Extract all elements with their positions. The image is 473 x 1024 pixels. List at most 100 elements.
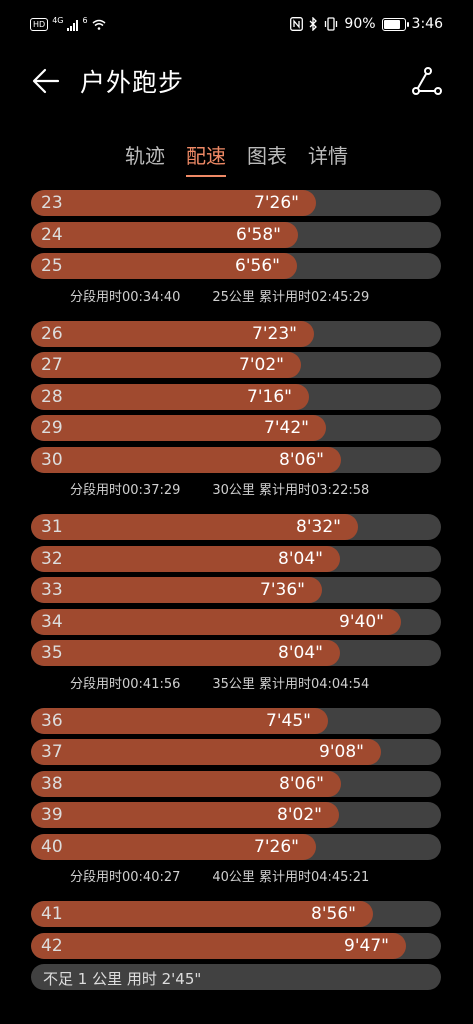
pace-row: 41 8'56" — [31, 901, 441, 927]
pace-value: 7'36" — [260, 580, 305, 600]
pace-row: 39 8'02" — [31, 802, 441, 828]
pace-value: 9'08" — [319, 742, 364, 762]
split-summary: 分段用时00:40:27 40公里 累计用时04:45:21 — [70, 866, 460, 885]
pace-bar-fill — [31, 932, 406, 959]
pace-bar-fill — [31, 320, 314, 347]
tab-pace[interactable]: 配速 — [186, 140, 226, 177]
km-number: 34 — [41, 611, 63, 632]
split-km: 25公里 — [212, 289, 255, 305]
split-summary: 分段用时00:37:29 30公里 累计用时03:22:58 — [70, 479, 460, 498]
pace-row: 23 7'26" — [31, 190, 441, 216]
pace-bar-fill — [31, 770, 341, 797]
pace-value: 8'06" — [279, 449, 324, 470]
tab-chart[interactable]: 图表 — [247, 144, 287, 168]
km-number: 30 — [41, 449, 63, 470]
pace-row: 29 7'42" — [31, 415, 441, 441]
pace-value: 8'06" — [279, 773, 324, 794]
pace-bar-fill — [31, 577, 322, 603]
pace-row: 36 7'45" — [31, 707, 441, 734]
pace-bar-fill — [31, 383, 309, 410]
pace-bar-fill — [31, 707, 328, 734]
split-summary: 分段用时00:41:56 35公里 累计用时04:04:54 — [70, 673, 460, 692]
route-share-icon[interactable] — [411, 65, 443, 97]
pace-value: 6'58" — [236, 224, 281, 245]
tab-bar: 轨迹 配速 图表 详情 — [0, 140, 473, 177]
pace-row: 27 7'02" — [31, 352, 441, 378]
pace-row: 38 8'06" — [31, 770, 441, 797]
pace-value: 6'56" — [235, 256, 280, 276]
tab-track[interactable]: 轨迹 — [125, 144, 165, 168]
pace-bar-fill — [31, 802, 339, 828]
pace-value: 8'02" — [277, 805, 322, 825]
km-number: 32 — [41, 548, 63, 569]
pace-value: 9'40" — [339, 611, 384, 632]
pace-row: 31 8'32" — [31, 514, 441, 540]
pace-bar-fill — [31, 221, 298, 248]
km-number: 35 — [41, 643, 63, 663]
km-number: 27 — [41, 355, 63, 375]
split-total-time: 累计用时04:45:21 — [258, 870, 370, 885]
pace-value: 8'56" — [311, 904, 356, 924]
km-number: 37 — [41, 742, 63, 762]
split-km: 30公里 — [212, 483, 255, 498]
pace-row: 25 6'56" — [31, 253, 441, 279]
remainder-row: 不足 1 公里 用时 2'45" — [31, 964, 441, 990]
vibrate-icon — [325, 17, 338, 31]
pace-row: 24 6'58" — [31, 221, 441, 248]
tab-details[interactable]: 详情 — [308, 144, 348, 168]
split-summary: 分段用时00:34:40 25公里 累计用时02:45:29 — [70, 286, 460, 305]
wifi-label: 6 — [82, 16, 88, 25]
pace-bar-fill — [31, 446, 341, 473]
wifi-icon — [92, 19, 106, 30]
pace-value: 7'26" — [254, 193, 299, 213]
battery-percent: 90% — [344, 16, 376, 32]
remainder-text: 不足 1 公里 用时 2'45" — [43, 970, 202, 988]
km-number: 40 — [41, 836, 63, 857]
km-number: 38 — [41, 773, 63, 794]
split-total-time: 累计用时02:45:29 — [258, 289, 370, 305]
status-right: 90% 3:46 — [290, 16, 443, 32]
pace-bar-fill — [31, 833, 316, 860]
back-arrow-icon[interactable] — [30, 65, 62, 97]
km-number: 31 — [41, 517, 63, 537]
km-number: 39 — [41, 805, 63, 825]
km-number: 28 — [41, 386, 63, 407]
pace-bar-fill — [31, 415, 326, 441]
network-type: 4G — [52, 16, 64, 25]
pace-bar-fill — [31, 640, 340, 666]
pace-value: 7'42" — [264, 418, 309, 438]
pace-row: 35 8'04" — [31, 640, 441, 666]
signal-icon — [67, 19, 79, 31]
status-bar: HD 4G 6 90% 3:46 — [0, 0, 473, 50]
pace-row: 33 7'36" — [31, 577, 441, 603]
pace-row: 30 8'06" — [31, 446, 441, 473]
km-number: 33 — [41, 580, 63, 600]
pace-bar-fill — [31, 739, 381, 765]
pace-value: 7'23" — [252, 323, 297, 344]
pace-bar-fill — [31, 608, 401, 635]
km-number: 29 — [41, 418, 63, 438]
status-left: HD 4G 6 — [30, 16, 106, 31]
pace-value: 7'16" — [247, 386, 292, 407]
pace-value: 7'26" — [254, 836, 299, 857]
bluetooth-icon — [309, 17, 318, 31]
split-segment-time: 分段用时00:40:27 — [70, 870, 181, 885]
km-number: 26 — [41, 323, 63, 344]
pace-value: 8'04" — [278, 643, 323, 663]
pace-bar-fill — [31, 545, 340, 572]
pace-value: 8'04" — [278, 548, 323, 569]
split-total-time: 累计用时04:04:54 — [258, 676, 370, 692]
pace-row: 28 7'16" — [31, 383, 441, 410]
split-km: 35公里 — [212, 676, 255, 692]
split-segment-time: 分段用时00:37:29 — [70, 483, 181, 498]
pace-value: 9'47" — [344, 935, 389, 956]
pace-row: 26 7'23" — [31, 320, 441, 347]
pace-bar-fill — [31, 253, 297, 279]
km-number: 41 — [41, 904, 63, 924]
app-header: 户外跑步 — [0, 55, 473, 107]
pace-bar-fill — [31, 190, 316, 216]
clock: 3:46 — [411, 16, 443, 32]
pace-row: 32 8'04" — [31, 545, 441, 572]
km-number: 23 — [41, 193, 63, 213]
km-number: 42 — [41, 935, 63, 956]
